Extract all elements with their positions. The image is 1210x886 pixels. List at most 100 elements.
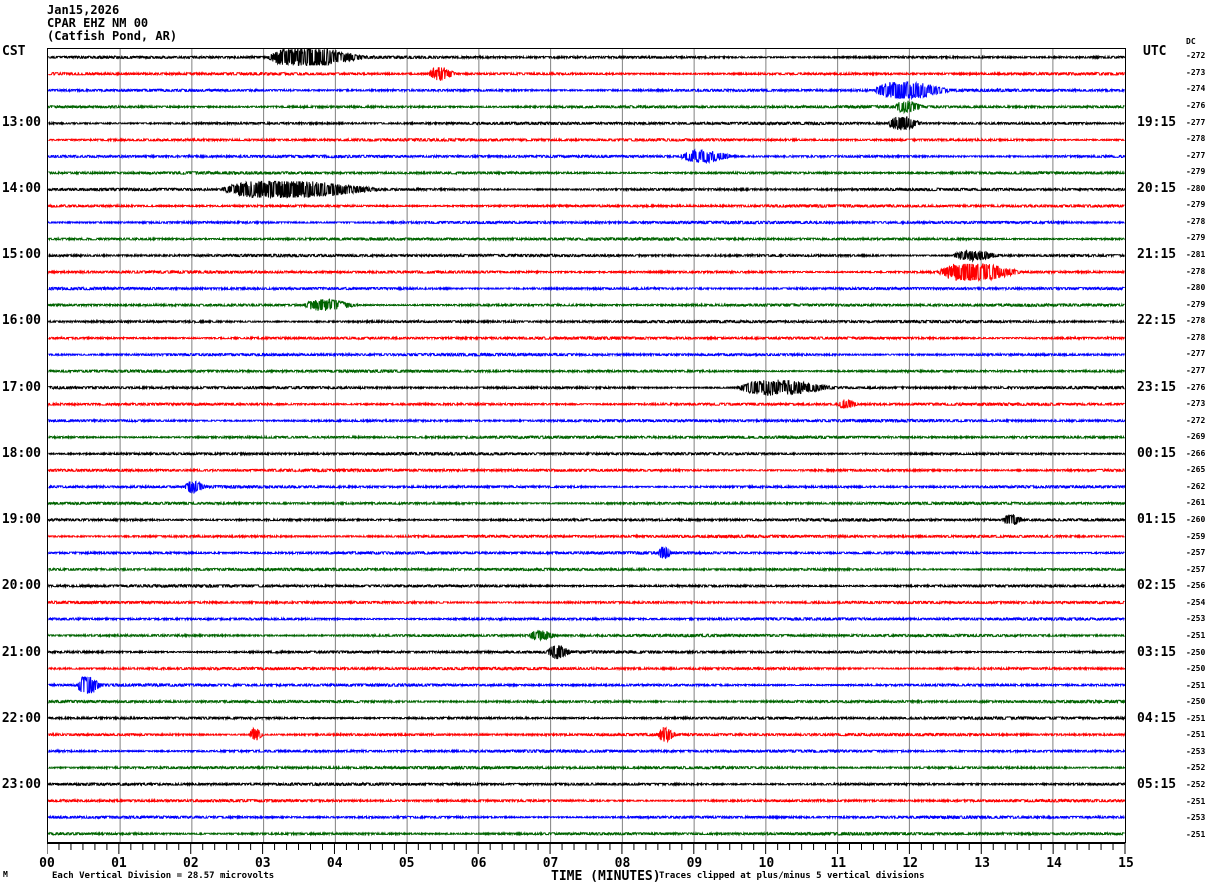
cst-time-label-1: 14:00 bbox=[1, 180, 41, 196]
trace-line bbox=[48, 170, 1125, 176]
dc-value-21: -273 bbox=[1186, 399, 1206, 409]
cst-time-label-0: 13:00 bbox=[1, 114, 41, 130]
utc-time-label-6: 01:15 bbox=[1137, 512, 1177, 528]
trace-line bbox=[48, 781, 1125, 788]
seismic-traces bbox=[48, 49, 1125, 837]
trace-line bbox=[48, 830, 1125, 837]
dc-value-47: -251 bbox=[1186, 829, 1206, 839]
dc-value-10: -278 bbox=[1186, 216, 1206, 226]
dc-value-36: -250 bbox=[1186, 647, 1206, 657]
dc-value-38: -251 bbox=[1186, 680, 1206, 690]
header-location: (Catfish Pond, AR) bbox=[47, 29, 178, 43]
dc-value-43: -252 bbox=[1186, 763, 1206, 773]
utc-time-label-3: 22:15 bbox=[1137, 313, 1177, 329]
dc-value-40: -251 bbox=[1186, 713, 1206, 723]
dc-value-27: -261 bbox=[1186, 498, 1206, 508]
dc-value-1: -273 bbox=[1186, 67, 1206, 77]
helicorder-plot[interactable] bbox=[47, 48, 1126, 843]
dc-value-22: -272 bbox=[1186, 415, 1206, 425]
dc-value-26: -262 bbox=[1186, 481, 1206, 491]
x-tick-label-13: 13 bbox=[974, 856, 990, 871]
grid-lines bbox=[119, 49, 1054, 842]
x-tick-label-05: 05 bbox=[398, 856, 415, 871]
utc-time-label-2: 21:15 bbox=[1137, 247, 1177, 263]
right-axis-label: UTC bbox=[1143, 44, 1167, 59]
trace-line bbox=[48, 417, 1125, 424]
clip-note: Traces clipped at plus/minus 5 vertical … bbox=[659, 871, 925, 881]
x-tick-label-09: 09 bbox=[686, 856, 703, 871]
dc-value-7: -279 bbox=[1186, 167, 1206, 177]
trace-line bbox=[48, 285, 1125, 292]
trace-line bbox=[48, 136, 1125, 143]
dc-value-5: -278 bbox=[1186, 134, 1206, 144]
x-tick-label-07: 07 bbox=[542, 856, 559, 871]
dc-value-18: -277 bbox=[1186, 349, 1206, 359]
dc-value-46: -253 bbox=[1186, 813, 1206, 823]
dc-value-15: -279 bbox=[1186, 299, 1206, 309]
trace-line bbox=[48, 566, 1125, 573]
scale-note: Each Vertical Division = 28.57 microvolt… bbox=[52, 871, 275, 881]
x-tick-label-01: 01 bbox=[111, 856, 127, 871]
dc-value-44: -252 bbox=[1186, 780, 1206, 790]
trace-line bbox=[48, 318, 1125, 325]
trace-line bbox=[48, 715, 1125, 721]
trace-line bbox=[48, 797, 1125, 804]
header-block: Jan15,2026 CPAR EHZ NM 00 (Catfish Pond,… bbox=[47, 4, 177, 43]
dc-value-9: -279 bbox=[1186, 200, 1206, 210]
utc-time-label-1: 20:15 bbox=[1137, 180, 1177, 196]
trace-line bbox=[48, 616, 1125, 622]
trace-line bbox=[48, 434, 1125, 441]
dc-value-11: -279 bbox=[1186, 233, 1206, 243]
trace-line bbox=[48, 180, 1125, 200]
dc-value-24: -266 bbox=[1186, 448, 1206, 458]
cst-time-label-7: 20:00 bbox=[1, 578, 41, 594]
dc-value-8: -280 bbox=[1186, 183, 1206, 193]
dc-value-25: -265 bbox=[1186, 465, 1206, 475]
trace-line bbox=[48, 351, 1125, 358]
utc-time-label-7: 02:15 bbox=[1137, 578, 1177, 594]
trace-line bbox=[48, 379, 1125, 396]
trace-line bbox=[48, 814, 1125, 821]
dc-value-14: -280 bbox=[1186, 283, 1206, 293]
left-axis-label: CST bbox=[2, 44, 26, 59]
trace-line bbox=[48, 450, 1125, 457]
trace-line bbox=[48, 764, 1125, 771]
dc-value-19: -277 bbox=[1186, 365, 1206, 375]
dc-value-39: -250 bbox=[1186, 697, 1206, 707]
trace-line bbox=[48, 629, 1125, 642]
x-tick-label-15: 15 bbox=[1118, 856, 1134, 871]
trace-line bbox=[48, 236, 1125, 242]
dc-value-45: -251 bbox=[1186, 796, 1206, 806]
trace-line bbox=[48, 203, 1125, 209]
trace-line bbox=[48, 726, 1125, 744]
utc-time-label-4: 23:15 bbox=[1137, 379, 1177, 395]
trace-line bbox=[48, 335, 1125, 342]
trace-line bbox=[48, 116, 1125, 131]
x-axis-title: TIME (MINUTES) bbox=[551, 869, 661, 884]
x-tick-label-06: 06 bbox=[470, 856, 487, 871]
dc-value-31: -257 bbox=[1186, 564, 1206, 574]
utc-time-label-8: 03:15 bbox=[1137, 644, 1177, 660]
trace-line bbox=[48, 80, 1125, 101]
x-tick-label-04: 04 bbox=[326, 856, 343, 871]
cst-time-label-10: 23:00 bbox=[1, 777, 41, 793]
trace-line bbox=[48, 644, 1125, 660]
dc-value-20: -276 bbox=[1186, 382, 1206, 392]
dc-value-4: -277 bbox=[1186, 117, 1206, 127]
dc-value-41: -251 bbox=[1186, 730, 1206, 740]
dc-value-34: -253 bbox=[1186, 614, 1206, 624]
header-station: CPAR EHZ NM 00 bbox=[47, 16, 149, 30]
dc-value-16: -278 bbox=[1186, 316, 1206, 326]
trace-line bbox=[48, 368, 1125, 374]
trace-line bbox=[48, 698, 1125, 705]
dc-value-3: -276 bbox=[1186, 100, 1206, 110]
dc-value-17: -278 bbox=[1186, 332, 1206, 342]
trace-line bbox=[48, 467, 1125, 474]
cst-time-label-9: 22:00 bbox=[1, 710, 41, 726]
trace-line bbox=[48, 148, 1125, 164]
dc-value-32: -256 bbox=[1186, 581, 1206, 591]
x-tick-label-12: 12 bbox=[902, 856, 919, 871]
dc-value-42: -253 bbox=[1186, 746, 1206, 756]
trace-line bbox=[48, 100, 1125, 115]
trace-line bbox=[48, 599, 1125, 606]
